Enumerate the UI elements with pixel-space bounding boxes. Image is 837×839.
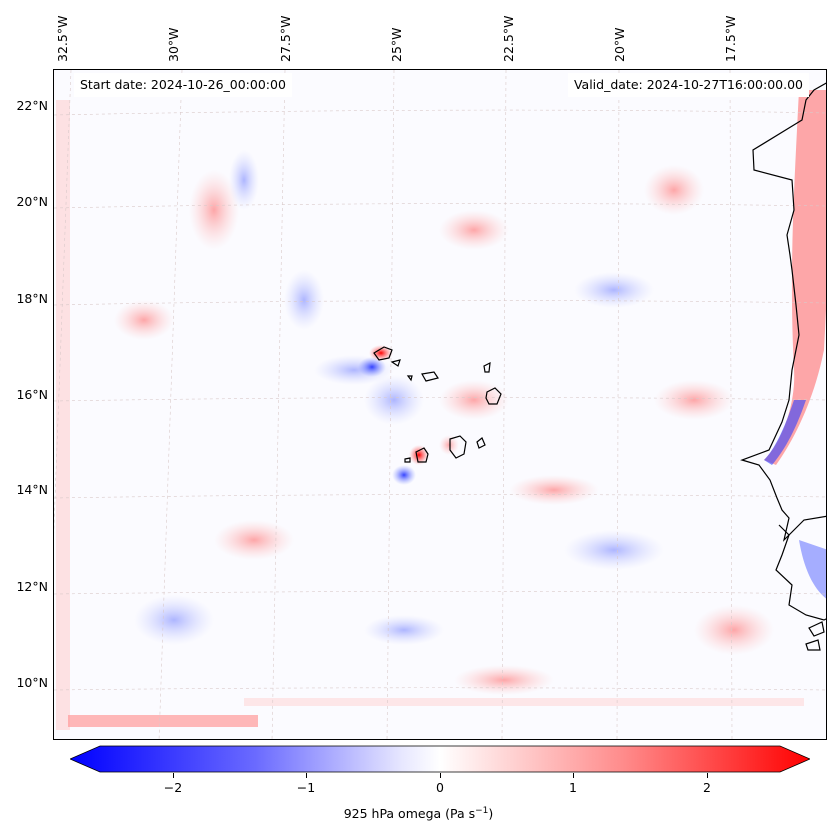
lon-label-30W: 30°W [166,27,181,62]
lat-label-14N: 14°N [16,482,48,497]
colorbar-tick-2 [707,773,708,778]
colorbar-title: 925 hPa omega (Pa s−1) [343,806,494,822]
lat-label-22N: 22°N [16,98,48,113]
lon-label-32.5W: 32.5°W [55,15,70,62]
map-canvas [54,70,826,739]
valid-date-label: Valid_date: 2024-10-27T16:00:00.00 [567,73,809,97]
colorbar-tick-m1 [306,773,307,778]
colorbar-tick-m2 [173,773,174,778]
colorbar-label-m1: −1 [296,780,316,795]
colorbar-label-2: 2 [703,780,711,795]
colorbar-body [70,745,810,773]
lat-label-20N: 20°N [16,194,48,209]
lon-label-25W: 25°W [389,27,404,62]
lat-label-18N: 18°N [16,291,48,306]
colorbar-label-0: 0 [436,780,444,795]
lon-label-20W: 20°W [612,27,627,62]
colorbar-tick-1 [573,773,574,778]
colorbar [70,745,810,773]
lat-label-16N: 16°N [16,387,48,402]
colorbar-label-1: 1 [569,780,577,795]
start-date-label: Start date: 2024-10-26_00:00:00 [74,73,292,97]
gridlines [54,70,826,739]
west-africa-coastline [740,82,826,651]
colorbar-label-m2: −2 [163,780,183,795]
lat-label-12N: 12°N [16,579,48,594]
colorbar-tick-0 [440,773,441,778]
lat-label-10N: 10°N [16,675,48,690]
map-panel [53,69,827,740]
lon-label-27.5W: 27.5°W [278,15,293,62]
cape-verde-islands [373,346,502,463]
omega-field [56,90,826,730]
lon-label-17.5W: 17.5°W [723,15,738,62]
lon-label-22.5W: 22.5°W [501,15,516,62]
